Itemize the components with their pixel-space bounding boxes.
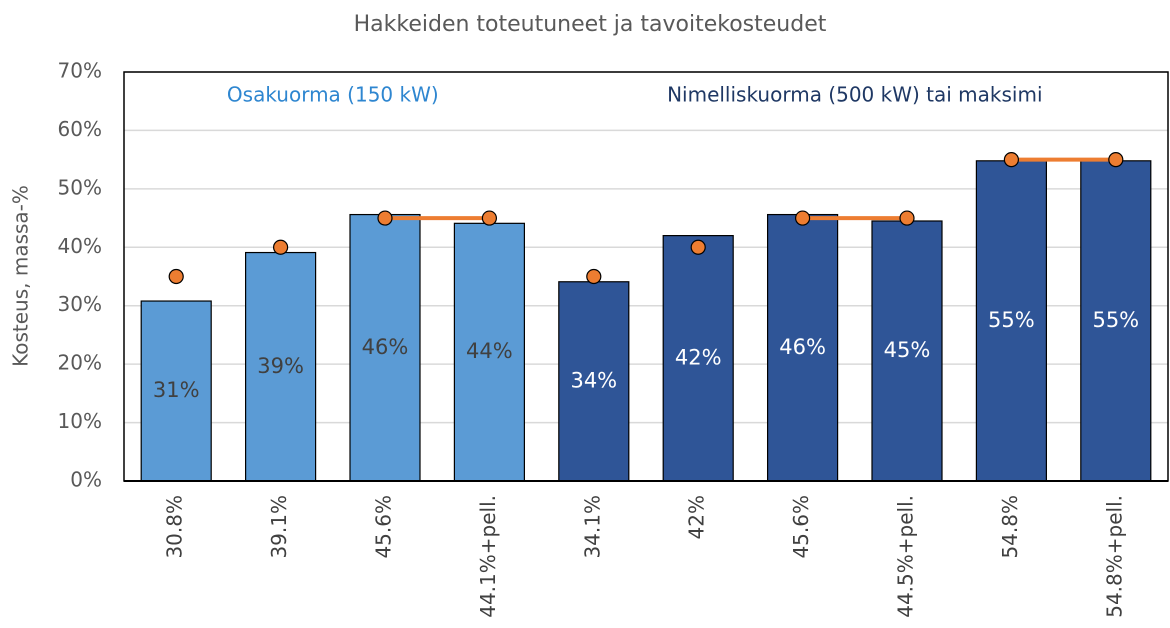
y-tick-label: 30%	[58, 292, 102, 316]
target-dot	[1003, 152, 1020, 168]
y-tick-label: 50%	[58, 175, 102, 199]
y-tick-label: 70%	[58, 59, 102, 83]
value-label: 34%	[570, 368, 617, 392]
value-label: 55%	[988, 308, 1035, 332]
y-tick-label: 0%	[70, 468, 102, 492]
y-tick-label: 10%	[58, 409, 102, 433]
target-dot	[690, 239, 706, 255]
value-label: 31%	[153, 378, 200, 402]
x-tick-label: 44.5%+pell.	[894, 495, 918, 618]
target-dot	[1108, 152, 1124, 168]
y-tick-label: 60%	[58, 117, 102, 141]
target-dot	[586, 268, 602, 285]
series-label: Osakuorma (150 kW)	[227, 83, 439, 107]
target-dot	[899, 210, 915, 226]
x-tick-label: 54.8%	[998, 495, 1022, 559]
x-tick-label: 54.8%+pell.	[1102, 495, 1126, 618]
x-tick-label: 44.1%+pell.	[476, 495, 500, 618]
chart-title: Hakkeiden toteutuneet ja tavoitekosteude…	[354, 12, 827, 37]
value-label: 42%	[675, 345, 722, 369]
value-label: 55%	[1092, 308, 1139, 332]
x-tick-label: 34.1%	[580, 495, 604, 559]
y-axis-label: Kosteus, massa-%	[9, 185, 33, 367]
series-label: Nimelliskuorma (500 kW) tai maksimi	[667, 83, 1042, 107]
value-label: 39%	[257, 354, 304, 378]
value-label: 46%	[779, 335, 826, 359]
x-tick-label: 30.8%	[163, 495, 187, 559]
y-tick-label: 40%	[58, 234, 102, 258]
bar	[871, 220, 943, 482]
target-dot	[794, 210, 811, 226]
bar	[766, 213, 839, 482]
bar	[1080, 160, 1152, 482]
value-label: 44%	[466, 339, 513, 363]
value-label: 45%	[884, 338, 931, 362]
x-tick-label: 45.6%	[372, 495, 396, 559]
x-tick-label: 45.6%	[789, 495, 813, 559]
bar	[662, 235, 734, 482]
target-dot	[377, 210, 393, 226]
target-dot	[273, 239, 289, 255]
y-tick-label: 20%	[58, 351, 102, 375]
value-label: 46%	[362, 335, 409, 359]
target-dot	[168, 268, 184, 285]
target-dot	[481, 210, 497, 226]
bar	[975, 160, 1048, 482]
x-tick-label: 39.1%	[267, 495, 291, 559]
x-tick-label: 42%	[685, 495, 709, 539]
